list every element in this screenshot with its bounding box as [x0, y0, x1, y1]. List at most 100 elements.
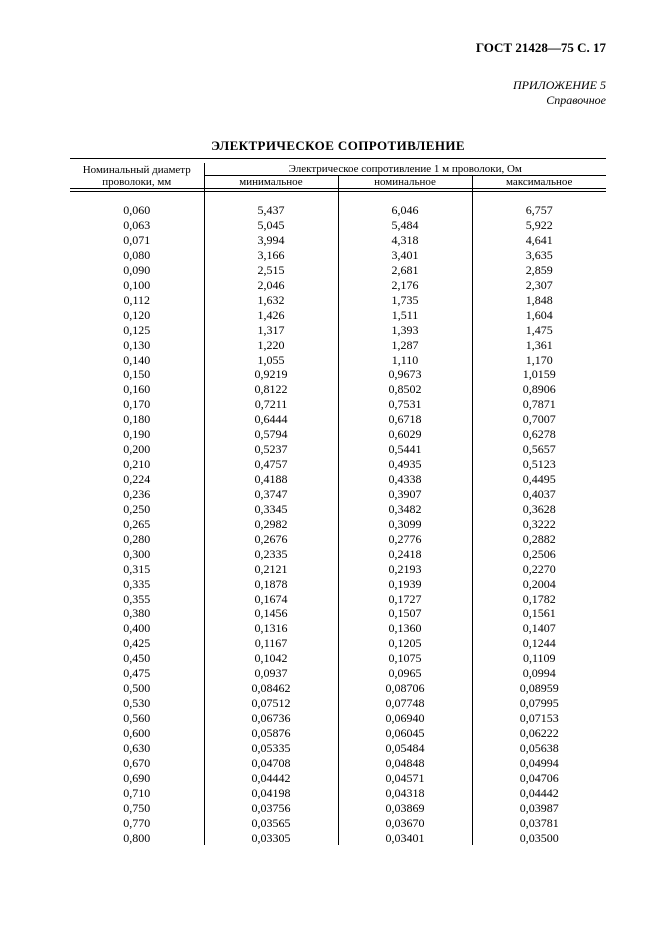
cell-diameter: 0,300 — [70, 546, 204, 561]
table-row: 0,1800,64440,67180,7007 — [70, 412, 606, 427]
cell-max: 0,03500 — [472, 830, 606, 845]
table-row: 0,3350,18780,19390,2004 — [70, 576, 606, 591]
cell-max: 0,3222 — [472, 516, 606, 531]
table-row: 0,1700,72110,75310,7871 — [70, 397, 606, 412]
cell-min: 0,4188 — [204, 472, 338, 487]
col-max-header: максимальное — [472, 176, 606, 189]
cell-nom: 0,06045 — [338, 726, 472, 741]
cell-nom: 0,8502 — [338, 382, 472, 397]
cell-max: 0,0994 — [472, 666, 606, 681]
cell-min: 1,426 — [204, 307, 338, 322]
cell-min: 5,045 — [204, 218, 338, 233]
cell-max: 0,04442 — [472, 785, 606, 800]
cell-nom: 1,287 — [338, 337, 472, 352]
cell-min: 0,7211 — [204, 397, 338, 412]
page-title: ЭЛЕКТРИЧЕСКОЕ СОПРОТИВЛЕНИЕ — [70, 138, 606, 159]
cell-diameter: 0,125 — [70, 322, 204, 337]
appendix-label: ПРИЛОЖЕНИЕ 5 — [70, 78, 606, 93]
cell-max: 1,361 — [472, 337, 606, 352]
table-row: 0,1900,57940,60290,6278 — [70, 427, 606, 442]
cell-min: 0,0937 — [204, 666, 338, 681]
cell-nom: 0,08706 — [338, 681, 472, 696]
table-row: 0,5600,067360,069400,07153 — [70, 711, 606, 726]
cell-nom: 0,1205 — [338, 636, 472, 651]
cell-max: 0,2270 — [472, 561, 606, 576]
cell-min: 0,2676 — [204, 531, 338, 546]
cell-nom: 0,9673 — [338, 367, 472, 382]
cell-min: 3,994 — [204, 233, 338, 248]
col-nom-header: номинальное — [338, 176, 472, 189]
cell-max: 2,307 — [472, 277, 606, 292]
cell-max: 0,04706 — [472, 770, 606, 785]
cell-min: 0,2982 — [204, 516, 338, 531]
cell-diameter: 0,170 — [70, 397, 204, 412]
cell-diameter: 0,150 — [70, 367, 204, 382]
cell-max: 0,3628 — [472, 502, 606, 517]
cell-min: 0,03305 — [204, 830, 338, 845]
cell-max: 0,2882 — [472, 531, 606, 546]
cell-diameter: 0,400 — [70, 621, 204, 636]
cell-max: 0,1561 — [472, 606, 606, 621]
cell-max: 0,03987 — [472, 800, 606, 815]
cell-nom: 0,0965 — [338, 666, 472, 681]
cell-min: 0,9219 — [204, 367, 338, 382]
cell-max: 1,0159 — [472, 367, 606, 382]
cell-nom: 0,07748 — [338, 696, 472, 711]
cell-min: 0,04708 — [204, 755, 338, 770]
cell-diameter: 0,280 — [70, 531, 204, 546]
table-row: 0,5000,084620,087060,08959 — [70, 681, 606, 696]
cell-min: 1,055 — [204, 352, 338, 367]
table-row: 0,1121,6321,7351,848 — [70, 292, 606, 307]
cell-nom: 6,046 — [338, 203, 472, 218]
cell-min: 5,437 — [204, 203, 338, 218]
cell-diameter: 0,630 — [70, 741, 204, 756]
page: ГОСТ 21428—75 С. 17 ПРИЛОЖЕНИЕ 5 Справоч… — [0, 0, 666, 875]
cell-nom: 0,04318 — [338, 785, 472, 800]
cell-nom: 1,393 — [338, 322, 472, 337]
cell-min: 1,220 — [204, 337, 338, 352]
table-row: 0,6900,044420,045710,04706 — [70, 770, 606, 785]
gost-header: ГОСТ 21428—75 С. 17 — [70, 40, 606, 56]
cell-nom: 2,176 — [338, 277, 472, 292]
cell-diameter: 0,690 — [70, 770, 204, 785]
cell-min: 0,3345 — [204, 502, 338, 517]
cell-min: 0,2335 — [204, 546, 338, 561]
cell-min: 0,1674 — [204, 591, 338, 606]
cell-max: 0,2506 — [472, 546, 606, 561]
cell-diameter: 0,236 — [70, 487, 204, 502]
cell-diameter: 0,200 — [70, 442, 204, 457]
table-row: 0,3000,23350,24180,2506 — [70, 546, 606, 561]
cell-max: 0,8906 — [472, 382, 606, 397]
cell-diameter: 0,800 — [70, 830, 204, 845]
table-row: 0,2240,41880,43380,4495 — [70, 472, 606, 487]
cell-nom: 0,6718 — [338, 412, 472, 427]
cell-max: 0,06222 — [472, 726, 606, 741]
cell-max: 0,6278 — [472, 427, 606, 442]
table-row: 0,1201,4261,5111,604 — [70, 307, 606, 322]
cell-min: 2,046 — [204, 277, 338, 292]
cell-max: 0,4495 — [472, 472, 606, 487]
cell-max: 0,1109 — [472, 651, 606, 666]
cell-nom: 5,484 — [338, 218, 472, 233]
cell-nom: 1,511 — [338, 307, 472, 322]
cell-nom: 0,03401 — [338, 830, 472, 845]
cell-diameter: 0,315 — [70, 561, 204, 576]
cell-max: 0,7871 — [472, 397, 606, 412]
table-row: 0,0902,5152,6812,859 — [70, 263, 606, 278]
cell-max: 0,1782 — [472, 591, 606, 606]
col-min-header: минимальное — [204, 176, 338, 189]
cell-min: 0,04442 — [204, 770, 338, 785]
cell-diameter: 0,250 — [70, 502, 204, 517]
cell-diameter: 0,530 — [70, 696, 204, 711]
cell-max: 0,1244 — [472, 636, 606, 651]
table-row: 0,1251,3171,3931,475 — [70, 322, 606, 337]
cell-nom: 0,04571 — [338, 770, 472, 785]
cell-max: 4,641 — [472, 233, 606, 248]
cell-nom: 0,5441 — [338, 442, 472, 457]
cell-min: 0,04198 — [204, 785, 338, 800]
cell-min: 0,05876 — [204, 726, 338, 741]
cell-diameter: 0,210 — [70, 457, 204, 472]
table-header: Номинальный диаметр проволоки, мм Электр… — [70, 163, 606, 192]
cell-min: 0,1167 — [204, 636, 338, 651]
cell-diameter: 0,770 — [70, 815, 204, 830]
